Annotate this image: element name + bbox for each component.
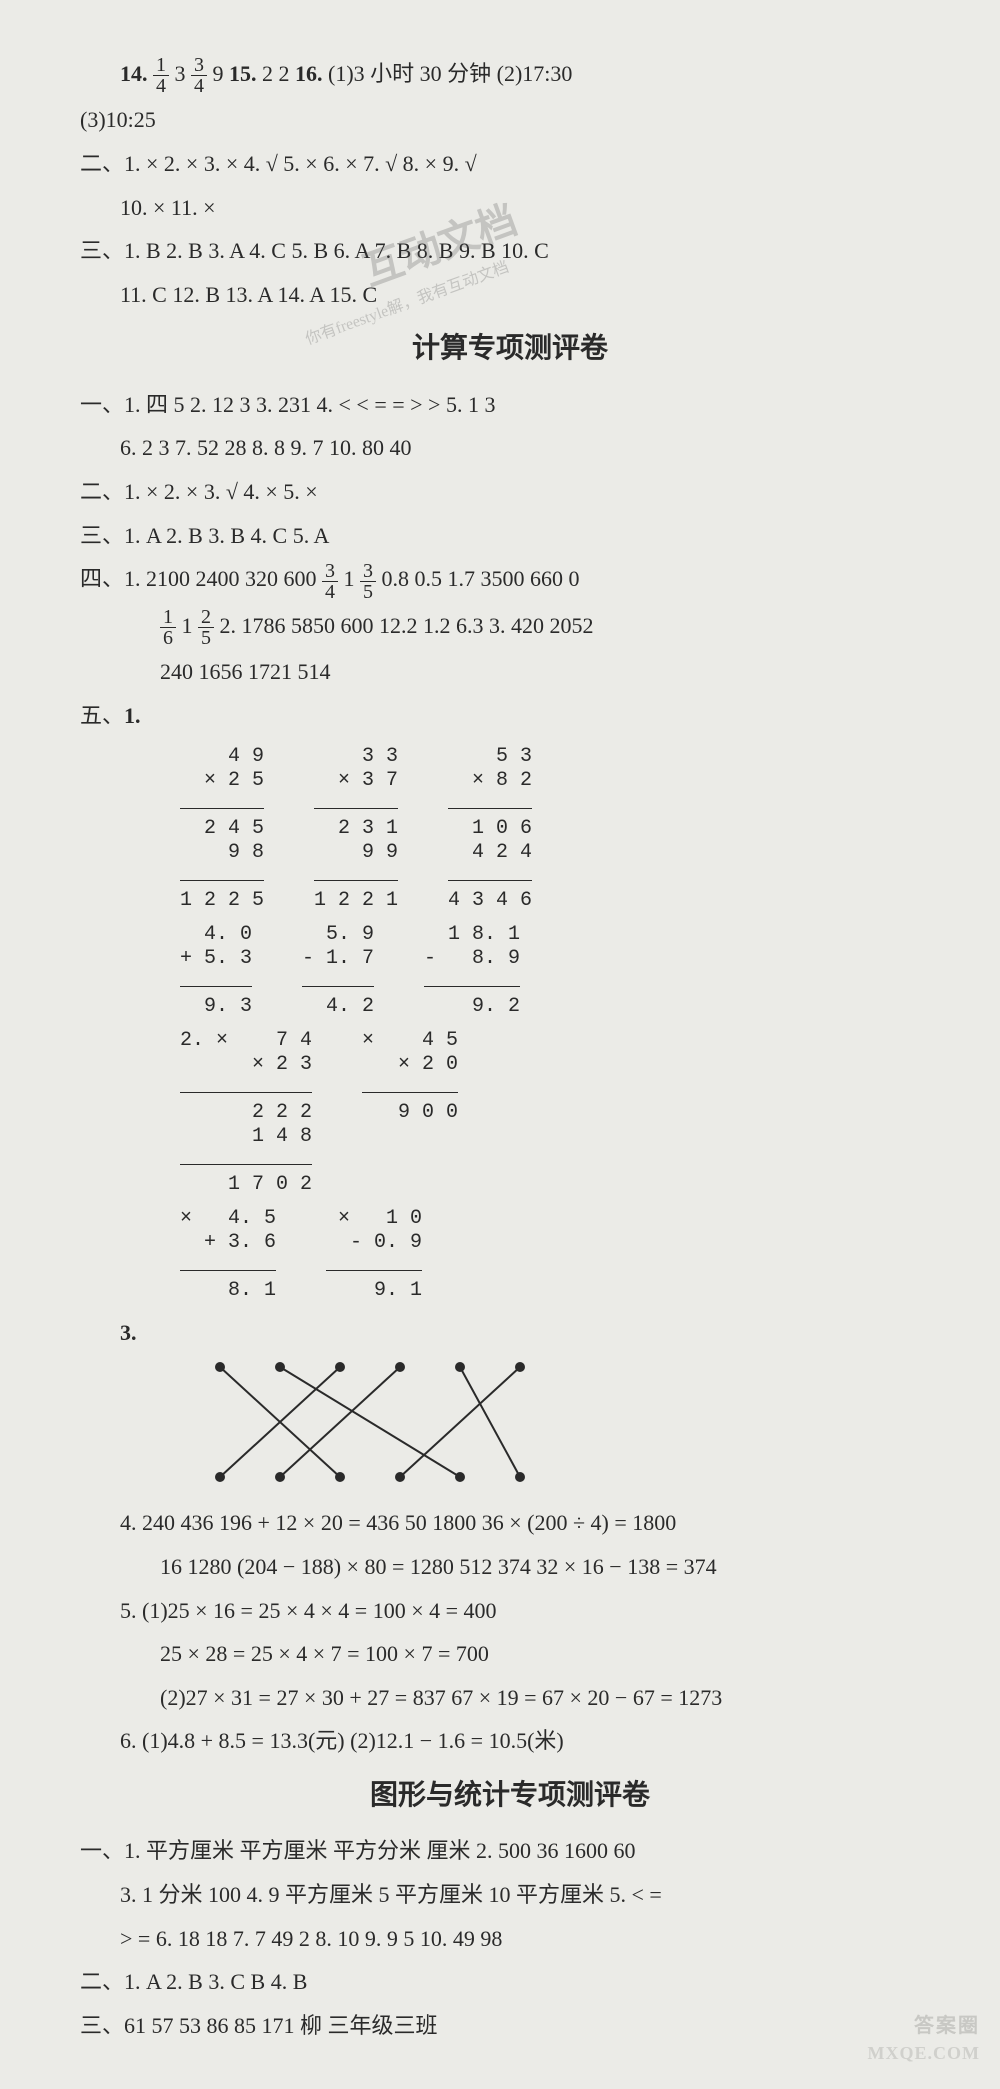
title-shapes: 图形与统计专项测评卷	[80, 1771, 940, 1821]
vertical-calculations: 4 9 × 2 5 2 4 5 9 81 2 2 5 3 3 × 3 7 2 3…	[80, 745, 940, 1303]
sh-l3: > = 6. 18 18 7. 7 49 2 8. 10 9. 9 5 10. …	[80, 1919, 940, 1959]
sh-l4: 二、1. A 2. B 3. C B 4. B	[80, 1962, 940, 2002]
line-sec2b: 10. × 11. ×	[80, 188, 940, 228]
calc-l2: 6. 2 3 7. 52 28 8. 8 9. 7 10. 80 40	[80, 428, 940, 468]
calc-l1: 一、1. 四 5 2. 12 3 3. 231 4. < < = = > > 5…	[80, 385, 940, 425]
calc-l4: 三、1. A 2. B 3. B 4. C 5. A	[80, 516, 940, 556]
watermark-url: MXQE.COM	[868, 2037, 980, 2069]
calc-column: 5. 9- 1. 7 4. 2	[302, 923, 374, 1019]
page: 互动文档 你有freestyle解，我有互动文档 14. 14 3 34 9 1…	[0, 0, 1000, 2089]
line-14b: (3)10:25	[80, 100, 940, 140]
bc-l3: 5. (1)25 × 16 = 25 × 4 × 4 = 100 × 4 = 4…	[80, 1591, 940, 1631]
line-sec2: 二、1. × 2. × 3. × 4. √ 5. × 6. × 7. √ 8. …	[80, 144, 940, 184]
bc-l5: (2)27 × 31 = 27 × 30 + 27 = 837 67 × 19 …	[80, 1678, 940, 1718]
calc-l3: 二、1. × 2. × 3. √ 4. × 5. ×	[80, 472, 940, 512]
bc-l6: 6. (1)4.8 + 8.5 = 13.3(元) (2)12.1 − 1.6 …	[80, 1721, 940, 1761]
calc-column: 4 9 × 2 5 2 4 5 9 81 2 2 5	[180, 745, 264, 913]
calc-column: 2. × 7 4 × 2 3 2 2 2 1 4 8 1 7 0 2	[180, 1029, 312, 1197]
calc-column: 1 8. 1- 8. 9 9. 2	[424, 923, 520, 1019]
sh-l1: 一、1. 平方厘米 平方厘米 平方分米 厘米 2. 500 36 1600 60	[80, 1831, 940, 1871]
q3-label: 3.	[80, 1313, 940, 1353]
line-sec3: 三、1. B 2. B 3. A 4. C 5. B 6. A 7. B 8. …	[80, 231, 940, 271]
matching-diagram	[180, 1357, 580, 1487]
sh-l5: 三、61 57 53 86 85 171 柳 三年级三班	[80, 2006, 940, 2046]
title-calc: 计算专项测评卷	[80, 324, 940, 374]
sh-l2: 3. 1 分米 100 4. 9 平方厘米 5 平方厘米 10 平方厘米 5. …	[80, 1875, 940, 1915]
calc-l6: 16 1 25 2. 1786 5850 600 12.2 1.2 6.3 3.…	[80, 606, 940, 648]
calc-l7: 240 1656 1721 514	[80, 652, 940, 692]
line-sec3b: 11. C 12. B 13. A 14. A 15. C	[80, 275, 940, 315]
calc-column: 5 3 × 8 2 1 0 64 2 44 3 4 6	[448, 745, 532, 913]
calc-column: 3 3 × 3 7 2 3 1 9 91 2 2 1	[314, 745, 398, 913]
bc-l4: 25 × 28 = 25 × 4 × 7 = 100 × 7 = 700	[80, 1634, 940, 1674]
line-14: 14. 14 3 34 9 15. 2 2 16. (1)3 小时 30 分钟 …	[80, 54, 940, 96]
bc-l2: 16 1280 (204 − 188) × 80 = 1280 512 374 …	[80, 1547, 940, 1587]
calc-column: 4. 0+ 5. 3 9. 3	[180, 923, 252, 1019]
bc-l1: 4. 240 436 196 + 12 × 20 = 436 50 1800 3…	[80, 1503, 940, 1543]
calc-l5: 四、1. 2100 2400 320 600 34 1 35 0.8 0.5 1…	[80, 559, 940, 601]
calc-column: × 1 0 - 0. 9 9. 1	[326, 1207, 422, 1303]
calc-column: × 4. 5 + 3. 6 8. 1	[180, 1207, 276, 1303]
sec5-label: 五、1.	[80, 703, 141, 728]
calc-column: × 4 5 × 2 0 9 0 0	[362, 1029, 458, 1197]
